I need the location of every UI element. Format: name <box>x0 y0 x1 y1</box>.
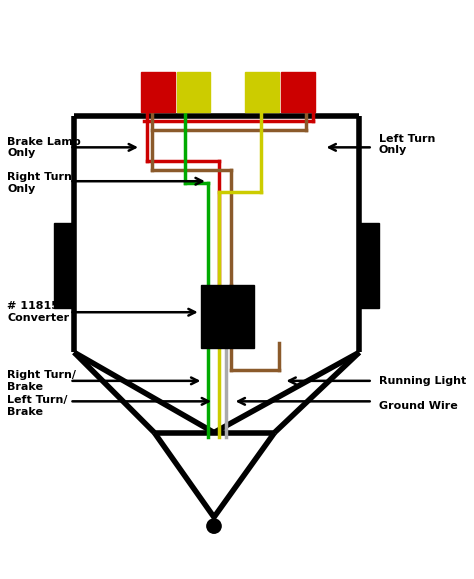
Text: Left Turn/
Brake: Left Turn/ Brake <box>7 395 68 417</box>
Bar <box>359 223 379 308</box>
Text: Ground Wire: Ground Wire <box>379 401 457 411</box>
Bar <box>141 72 175 112</box>
Text: Right Turn
Only: Right Turn Only <box>7 172 72 194</box>
Text: # 118158
Converter: # 118158 Converter <box>7 302 69 323</box>
Text: Running Light: Running Light <box>379 376 466 386</box>
Circle shape <box>207 519 221 533</box>
Bar <box>245 72 279 112</box>
Bar <box>201 285 254 348</box>
Bar <box>55 223 74 308</box>
Text: Left Turn
Only: Left Turn Only <box>379 134 435 156</box>
Text: Brake Lamp
Only: Brake Lamp Only <box>7 137 81 158</box>
Bar <box>281 72 315 112</box>
Bar <box>176 72 210 112</box>
Text: Right Turn/
Brake: Right Turn/ Brake <box>7 370 76 391</box>
